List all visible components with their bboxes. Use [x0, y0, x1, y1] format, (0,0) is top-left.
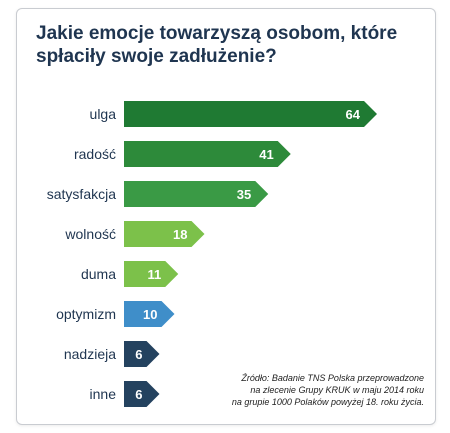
bar	[124, 261, 179, 287]
data-label: 18	[173, 227, 187, 242]
chart-card	[16, 8, 436, 425]
source-line-2: na zlecenie Grupy KRUK w maju 2014 roku	[250, 385, 424, 395]
bar-group-3: wolność 18	[64, 221, 205, 247]
bar	[124, 381, 160, 407]
source-line-3: na grupie 1000 Polaków powyżej 18. roku …	[231, 397, 424, 407]
bar	[124, 301, 175, 327]
category-label: ulga	[90, 106, 117, 122]
bar-group-7: inne 6	[90, 381, 160, 407]
bar	[124, 341, 160, 367]
data-label: 6	[135, 347, 142, 362]
bar-group-5: optymizm 10	[56, 301, 175, 327]
bar-group-2: satysfakcja 35	[47, 181, 269, 207]
data-label: 64	[346, 107, 361, 122]
bar	[124, 181, 269, 207]
data-label: 10	[143, 307, 157, 322]
source-line-1: Źródło: Badanie TNS Polska przeprowadzon…	[241, 373, 424, 383]
category-label: radość	[74, 146, 116, 162]
bar	[124, 221, 205, 247]
chart-title: Jakie emocje towarzyszą osobom, które sp…	[36, 22, 416, 68]
bar-group-1: radość 41	[74, 141, 291, 167]
category-label: optymizm	[56, 306, 116, 322]
data-label: 6	[135, 387, 142, 402]
bar-group-6: nadzieja 6	[64, 341, 160, 367]
bar-group-0: ulga 64	[90, 101, 377, 127]
source-note: Źródło: Badanie TNS Polska przeprowadzon…	[164, 372, 424, 408]
bar-group-4: duma 11	[81, 261, 179, 287]
title-line-1: Jakie emocje towarzyszą osobom, które	[36, 23, 398, 44]
bar	[124, 141, 291, 167]
category-label: duma	[81, 266, 116, 282]
category-label: nadzieja	[64, 346, 116, 362]
title-line-2: spłaciły swoje zadłużenie?	[36, 46, 277, 67]
category-label: satysfakcja	[47, 186, 116, 202]
bar	[124, 101, 377, 127]
category-label: inne	[90, 386, 117, 402]
data-label: 11	[148, 267, 162, 282]
category-label: wolność	[64, 226, 116, 242]
data-label: 35	[237, 187, 251, 202]
data-label: 41	[259, 147, 273, 162]
